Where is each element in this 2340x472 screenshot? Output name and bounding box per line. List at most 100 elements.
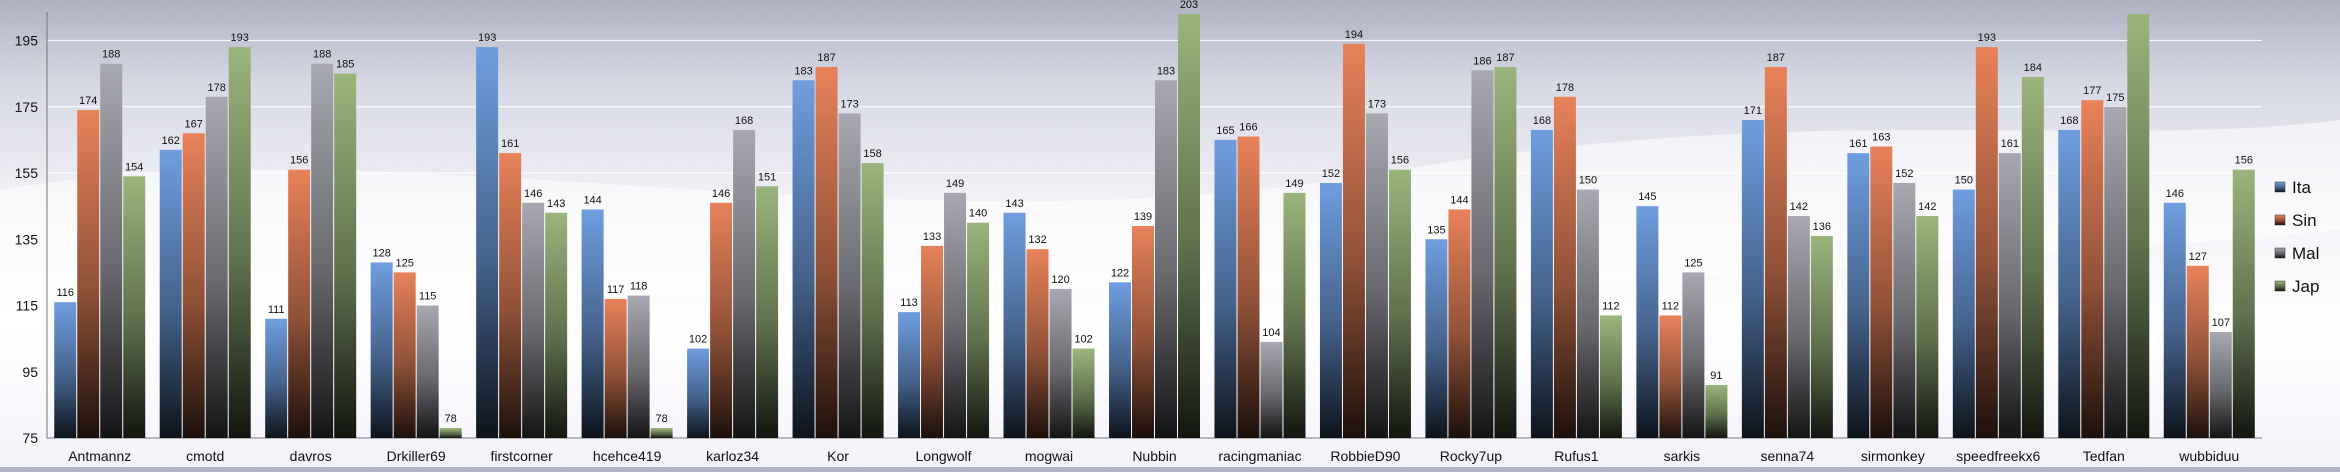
legend: Ita Sin Mal Jap bbox=[2274, 178, 2319, 296]
bar-mal bbox=[1787, 216, 1810, 438]
bar-ita bbox=[1952, 189, 1975, 438]
y-tick-label: 75 bbox=[22, 430, 38, 446]
legend-swatch bbox=[2274, 214, 2286, 226]
data-label: 187 bbox=[1767, 52, 1785, 64]
legend-label: Jap bbox=[2292, 277, 2319, 296]
data-label: 111 bbox=[268, 304, 285, 316]
data-label: 187 bbox=[1496, 52, 1514, 64]
bar-jap bbox=[1178, 14, 1200, 438]
legend-swatch bbox=[2274, 181, 2286, 193]
data-label: 193 bbox=[478, 32, 496, 44]
bar-mal bbox=[311, 63, 334, 438]
x-category-label: sarkis bbox=[1664, 448, 1701, 464]
x-category-label: Longwolf bbox=[916, 448, 972, 464]
bar-sin bbox=[1975, 47, 1998, 438]
bar-mal bbox=[205, 96, 228, 438]
bar-ita bbox=[1741, 120, 1764, 438]
bar-mal bbox=[1365, 113, 1388, 438]
data-label: 162 bbox=[162, 135, 180, 147]
bar-mal bbox=[2209, 332, 2232, 438]
data-label: 184 bbox=[2024, 62, 2042, 74]
bar-sin bbox=[2186, 265, 2209, 438]
x-category-label: mogwai bbox=[1025, 448, 1073, 464]
data-label: 91 bbox=[1710, 370, 1722, 382]
bar-jap bbox=[334, 73, 357, 438]
x-category-label: firstcorner bbox=[491, 448, 554, 464]
bar-jap bbox=[650, 428, 673, 438]
data-label: 118 bbox=[630, 281, 648, 293]
data-label: 161 bbox=[1849, 138, 1867, 150]
bar-mal bbox=[944, 192, 967, 438]
data-label: 168 bbox=[735, 115, 753, 127]
bar-jap bbox=[1916, 216, 1939, 438]
data-label: 146 bbox=[712, 188, 730, 200]
data-label: 143 bbox=[547, 198, 565, 210]
bar-ita bbox=[792, 80, 815, 438]
data-label: 173 bbox=[840, 98, 858, 110]
bar-jap bbox=[2021, 76, 2044, 438]
bar-jap bbox=[228, 47, 251, 438]
bar-jap bbox=[123, 176, 146, 438]
data-label: 117 bbox=[607, 284, 625, 296]
legend-label: Sin bbox=[2292, 211, 2317, 230]
data-label: 136 bbox=[1813, 221, 1831, 233]
bar-jap bbox=[1705, 385, 1728, 438]
x-category-label: cmotd bbox=[186, 448, 224, 464]
data-label: 125 bbox=[395, 257, 413, 269]
bar-mal bbox=[1260, 341, 1283, 438]
data-label: 183 bbox=[1157, 65, 1175, 77]
bar-jap bbox=[439, 428, 462, 438]
bar-mal bbox=[1049, 288, 1072, 438]
data-label: 166 bbox=[1239, 122, 1257, 134]
bar-sin bbox=[1870, 146, 1893, 438]
bar-mal bbox=[838, 113, 861, 438]
legend-swatch bbox=[2274, 247, 2286, 259]
bar-sin bbox=[77, 110, 100, 438]
data-label: 171 bbox=[1744, 105, 1762, 117]
data-label: 188 bbox=[313, 49, 331, 61]
data-label: 150 bbox=[1955, 175, 1973, 187]
bar-ita bbox=[687, 348, 710, 438]
bar-mal bbox=[1682, 272, 1705, 438]
data-label: 144 bbox=[1450, 194, 1468, 206]
bar-sin bbox=[499, 153, 522, 438]
data-label: 146 bbox=[2166, 188, 2184, 200]
bar-ita bbox=[1847, 153, 1870, 438]
bar-jap bbox=[756, 186, 779, 438]
data-label: 156 bbox=[2235, 155, 2253, 167]
data-label: 167 bbox=[185, 118, 203, 130]
x-category-label: Antmannz bbox=[68, 448, 131, 464]
bar-sin bbox=[1553, 96, 1576, 438]
bar-sin bbox=[1132, 226, 1154, 438]
data-label: 145 bbox=[1638, 191, 1656, 203]
bar-jap bbox=[1388, 169, 1411, 438]
x-category-label: davros bbox=[290, 448, 332, 464]
bar-sin bbox=[710, 202, 733, 438]
data-label: 193 bbox=[231, 32, 249, 44]
x-category-label: Nubbin bbox=[1132, 448, 1176, 464]
bar-ita bbox=[1214, 139, 1237, 438]
data-label: 161 bbox=[501, 138, 519, 150]
bar-sin bbox=[2081, 100, 2104, 438]
bar-ita bbox=[265, 318, 288, 438]
data-label: 149 bbox=[1285, 178, 1303, 190]
legend-label: Mal bbox=[2292, 244, 2319, 263]
data-label: 168 bbox=[2060, 115, 2078, 127]
y-axis-ticks: 75 95 115 135 155 175 195 bbox=[15, 33, 39, 447]
bar-mal bbox=[1893, 182, 1916, 438]
bar-sin bbox=[1237, 136, 1260, 438]
x-category-label: Drkiller69 bbox=[387, 448, 446, 464]
data-label: 151 bbox=[758, 171, 776, 183]
data-label: 152 bbox=[1895, 168, 1913, 180]
data-label: 168 bbox=[1533, 115, 1551, 127]
bar-ita bbox=[1109, 282, 1131, 438]
bar-ita bbox=[1636, 206, 1659, 438]
data-label: 115 bbox=[419, 291, 437, 303]
data-label: 116 bbox=[56, 287, 74, 299]
x-category-label: speedfreekx6 bbox=[1956, 448, 2040, 464]
x-category-label: karloz34 bbox=[706, 448, 759, 464]
data-label: 142 bbox=[1790, 201, 1808, 213]
data-label: 186 bbox=[1473, 55, 1491, 67]
axes bbox=[46, 12, 2262, 439]
